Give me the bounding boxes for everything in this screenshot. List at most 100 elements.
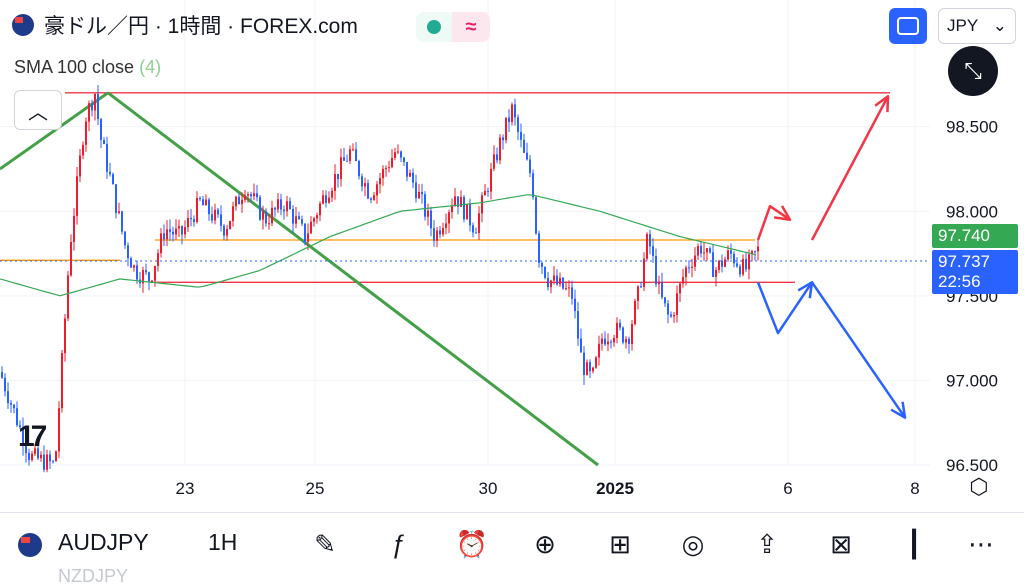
candle-body	[115, 184, 117, 213]
candle-body	[217, 209, 219, 215]
candle-body	[703, 252, 705, 254]
candle-body	[442, 228, 444, 235]
candle-body	[97, 94, 99, 120]
candle-body	[400, 151, 402, 158]
time-axis-label: 8	[910, 479, 919, 498]
candle-body	[598, 343, 600, 358]
price-axis-label: 98.000	[946, 202, 998, 221]
share-icon[interactable]: ⇪	[756, 528, 778, 559]
bulb-icon[interactable]: ◎	[681, 528, 705, 559]
candle-body	[157, 253, 159, 266]
candle-body	[292, 209, 294, 224]
sma-label-text: SMA 100 close	[14, 57, 135, 77]
candle-body	[649, 234, 651, 247]
candle-body	[625, 338, 627, 343]
candle-body	[655, 255, 657, 285]
candle-body	[466, 204, 468, 220]
candle-body	[538, 233, 540, 263]
candle-body	[547, 277, 549, 288]
candle-layer	[1, 85, 759, 473]
candle-body	[46, 454, 48, 470]
candle-body	[382, 168, 384, 179]
candle-body	[583, 352, 585, 376]
fx-icon[interactable]: ƒ	[391, 528, 407, 559]
candle-body	[352, 149, 354, 151]
candle-body	[550, 280, 552, 288]
candle-body	[421, 191, 423, 195]
market-status-pill[interactable]: ≈	[416, 12, 490, 42]
alarm-icon[interactable]: ⏰	[455, 528, 489, 559]
candle-body	[631, 324, 633, 344]
time-axis-label: 23	[176, 479, 195, 498]
candle-body	[148, 272, 150, 282]
candles-icon[interactable]: ┃	[906, 528, 922, 559]
candle-body	[49, 454, 51, 462]
candle-body	[322, 195, 324, 204]
candle-body	[403, 157, 405, 163]
candle-body	[397, 151, 399, 153]
candle-body	[208, 199, 210, 215]
candle-body	[337, 173, 339, 180]
plus-circle-icon[interactable]: ⊕	[534, 528, 556, 559]
candle-body	[715, 269, 717, 277]
collapse-indicators-button[interactable]: ︿	[14, 90, 62, 130]
candle-body	[520, 131, 522, 140]
candle-body	[193, 219, 195, 223]
more-icon[interactable]: ⋯	[968, 528, 994, 559]
symbol-button[interactable]: AUDJPY	[58, 529, 149, 555]
sma-indicator-label[interactable]: SMA 100 close (4)	[14, 57, 161, 78]
candle-body	[76, 176, 78, 216]
candle-body	[172, 231, 174, 235]
currency-select[interactable]: JPY ⌄	[938, 8, 1016, 44]
candle-body	[595, 357, 597, 368]
pen-icon[interactable]: ✎	[314, 528, 336, 559]
candle-body	[226, 228, 228, 236]
candle-body	[562, 277, 564, 289]
candle-body	[754, 251, 756, 253]
candle-body	[253, 193, 255, 197]
symbol-header[interactable]: 豪ドル／円 · 1時間 · FOREX.com	[12, 10, 358, 40]
candle-body	[523, 139, 525, 153]
candle-body	[202, 199, 204, 206]
candle-body	[160, 233, 162, 254]
candle-body	[643, 258, 645, 287]
candle-body	[700, 245, 702, 254]
last-price-tag: 97.740	[932, 224, 1018, 248]
candle-body	[526, 152, 528, 160]
grid-icon[interactable]: ⊞	[609, 528, 631, 559]
compare-icon[interactable]: ⊠	[830, 528, 852, 559]
candle-body	[376, 184, 378, 196]
candle-body	[247, 194, 249, 196]
candle-body	[358, 161, 360, 177]
bar-countdown: 22:56	[938, 272, 981, 291]
candle-body	[178, 226, 180, 229]
chart-settings-icon[interactable]: ⬡	[969, 474, 989, 499]
switch-chart-button[interactable]	[889, 8, 927, 44]
interval-button[interactable]: 1H	[208, 529, 238, 555]
candle-body	[697, 245, 699, 256]
market-open-icon	[416, 12, 452, 42]
candle-body	[445, 223, 447, 229]
candle-body	[346, 160, 348, 162]
candle-body	[283, 209, 285, 212]
candle-body	[124, 231, 126, 246]
candle-body	[580, 338, 582, 353]
candle-body	[505, 117, 507, 141]
candle-body	[478, 213, 480, 234]
candle-body	[454, 196, 456, 206]
candle-body	[481, 195, 483, 214]
forecast-arrow	[756, 281, 814, 335]
candle-body	[289, 201, 291, 210]
candle-body	[199, 197, 201, 200]
candle-body	[730, 250, 732, 254]
candle-body	[310, 221, 312, 234]
exit-fullscreen-button[interactable]: ⤡	[948, 46, 998, 96]
australia-flag-icon	[12, 14, 34, 36]
candle-body	[37, 448, 39, 459]
candle-body	[244, 195, 246, 200]
candle-body	[496, 154, 498, 161]
candle-body	[298, 216, 300, 220]
candle-body	[586, 362, 588, 376]
